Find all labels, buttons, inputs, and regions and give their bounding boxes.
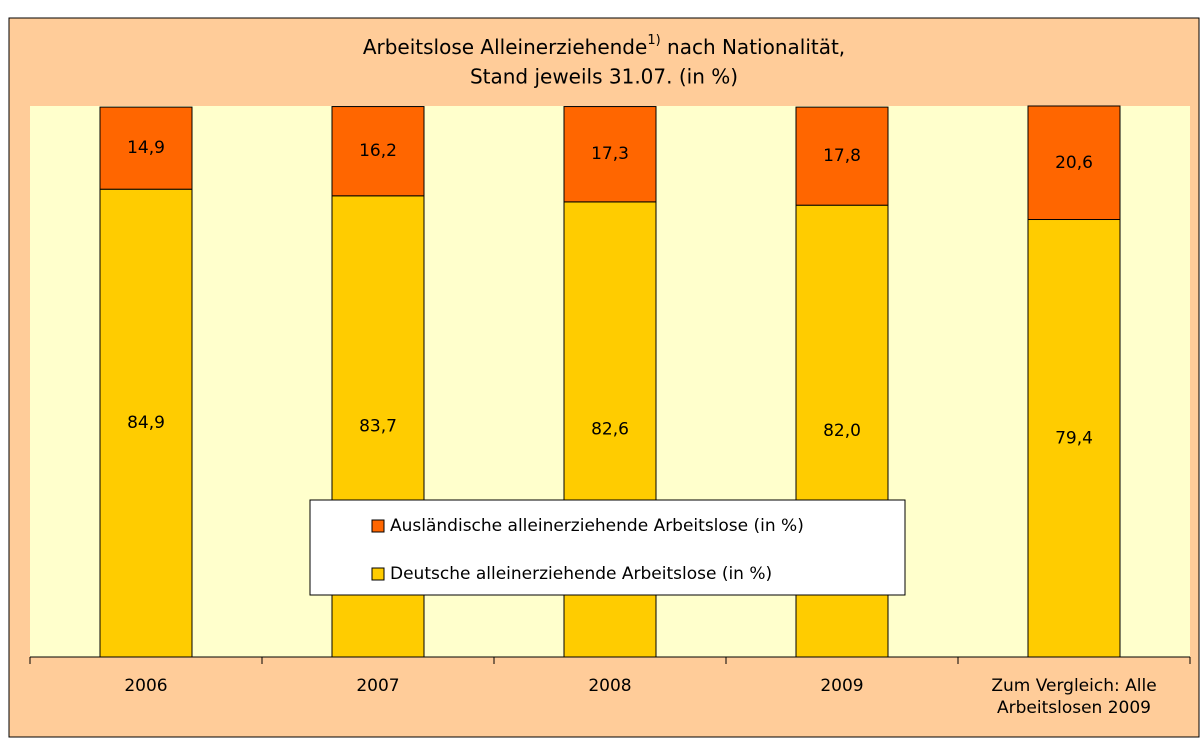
data-label: 79,4 [1055, 428, 1093, 448]
x-tick-label: 2007 [356, 676, 400, 696]
data-label: 16,2 [359, 141, 397, 161]
data-label: 17,8 [823, 146, 861, 166]
legend-label: Deutsche alleinerziehende Arbeitslose (i… [390, 564, 772, 584]
data-label: 14,9 [127, 138, 165, 158]
title-text: Arbeitslose Alleinerziehende [363, 35, 647, 59]
data-label: 82,0 [823, 421, 861, 441]
data-label: 17,3 [591, 144, 629, 164]
data-label: 84,9 [127, 413, 165, 433]
x-tick-label: 2006 [124, 676, 168, 696]
bar-segment [99, 106, 193, 190]
bar-segment [1027, 105, 1121, 221]
legend-swatch [371, 519, 385, 533]
bar-segment [795, 106, 889, 206]
legend [309, 499, 906, 596]
x-tick-label: 2009 [820, 676, 864, 696]
chart-title: Arbeitslose Alleinerziehende1) nach Nati… [363, 33, 845, 59]
data-label: 20,6 [1055, 153, 1093, 173]
data-label: 82,6 [591, 419, 629, 439]
chart-subtitle: Stand jeweils 31.07. (in %) [470, 65, 738, 89]
legend-swatch [371, 567, 385, 581]
bar-segment [563, 106, 657, 203]
bar-segment [331, 106, 425, 197]
bar-segment [1027, 219, 1121, 658]
x-tick-label: 2008 [588, 676, 632, 696]
x-tick-label: Zum Vergleich: Alle Arbeitslosen 2009 [991, 676, 1157, 718]
data-label: 83,7 [359, 416, 397, 436]
title-footnote: 1) [647, 33, 660, 48]
legend-label: Ausländische alleinerziehende Arbeitslos… [390, 516, 804, 536]
title-text: nach Nationalität, [661, 35, 846, 59]
